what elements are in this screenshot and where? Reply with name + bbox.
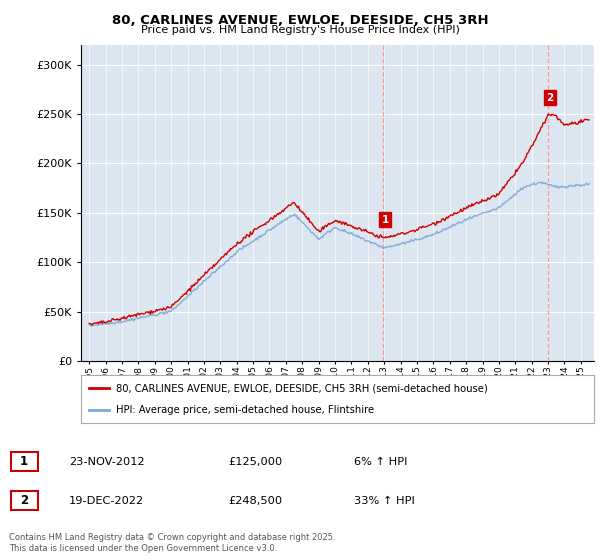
Text: 6% ↑ HPI: 6% ↑ HPI [354, 457, 407, 467]
Text: 80, CARLINES AVENUE, EWLOE, DEESIDE, CH5 3RH (semi-detached house): 80, CARLINES AVENUE, EWLOE, DEESIDE, CH5… [116, 383, 488, 393]
Text: 1: 1 [20, 455, 28, 468]
Text: HPI: Average price, semi-detached house, Flintshire: HPI: Average price, semi-detached house,… [116, 405, 374, 415]
Text: Price paid vs. HM Land Registry's House Price Index (HPI): Price paid vs. HM Land Registry's House … [140, 25, 460, 35]
Text: 80, CARLINES AVENUE, EWLOE, DEESIDE, CH5 3RH: 80, CARLINES AVENUE, EWLOE, DEESIDE, CH5… [112, 14, 488, 27]
Text: £125,000: £125,000 [228, 457, 282, 467]
Text: 2: 2 [20, 494, 28, 507]
Text: £248,500: £248,500 [228, 496, 282, 506]
Text: 23-NOV-2012: 23-NOV-2012 [69, 457, 145, 467]
Text: 1: 1 [382, 215, 389, 225]
Text: Contains HM Land Registry data © Crown copyright and database right 2025.
This d: Contains HM Land Registry data © Crown c… [9, 533, 335, 553]
Text: 2: 2 [547, 93, 554, 102]
Text: 19-DEC-2022: 19-DEC-2022 [69, 496, 144, 506]
Text: 33% ↑ HPI: 33% ↑ HPI [354, 496, 415, 506]
